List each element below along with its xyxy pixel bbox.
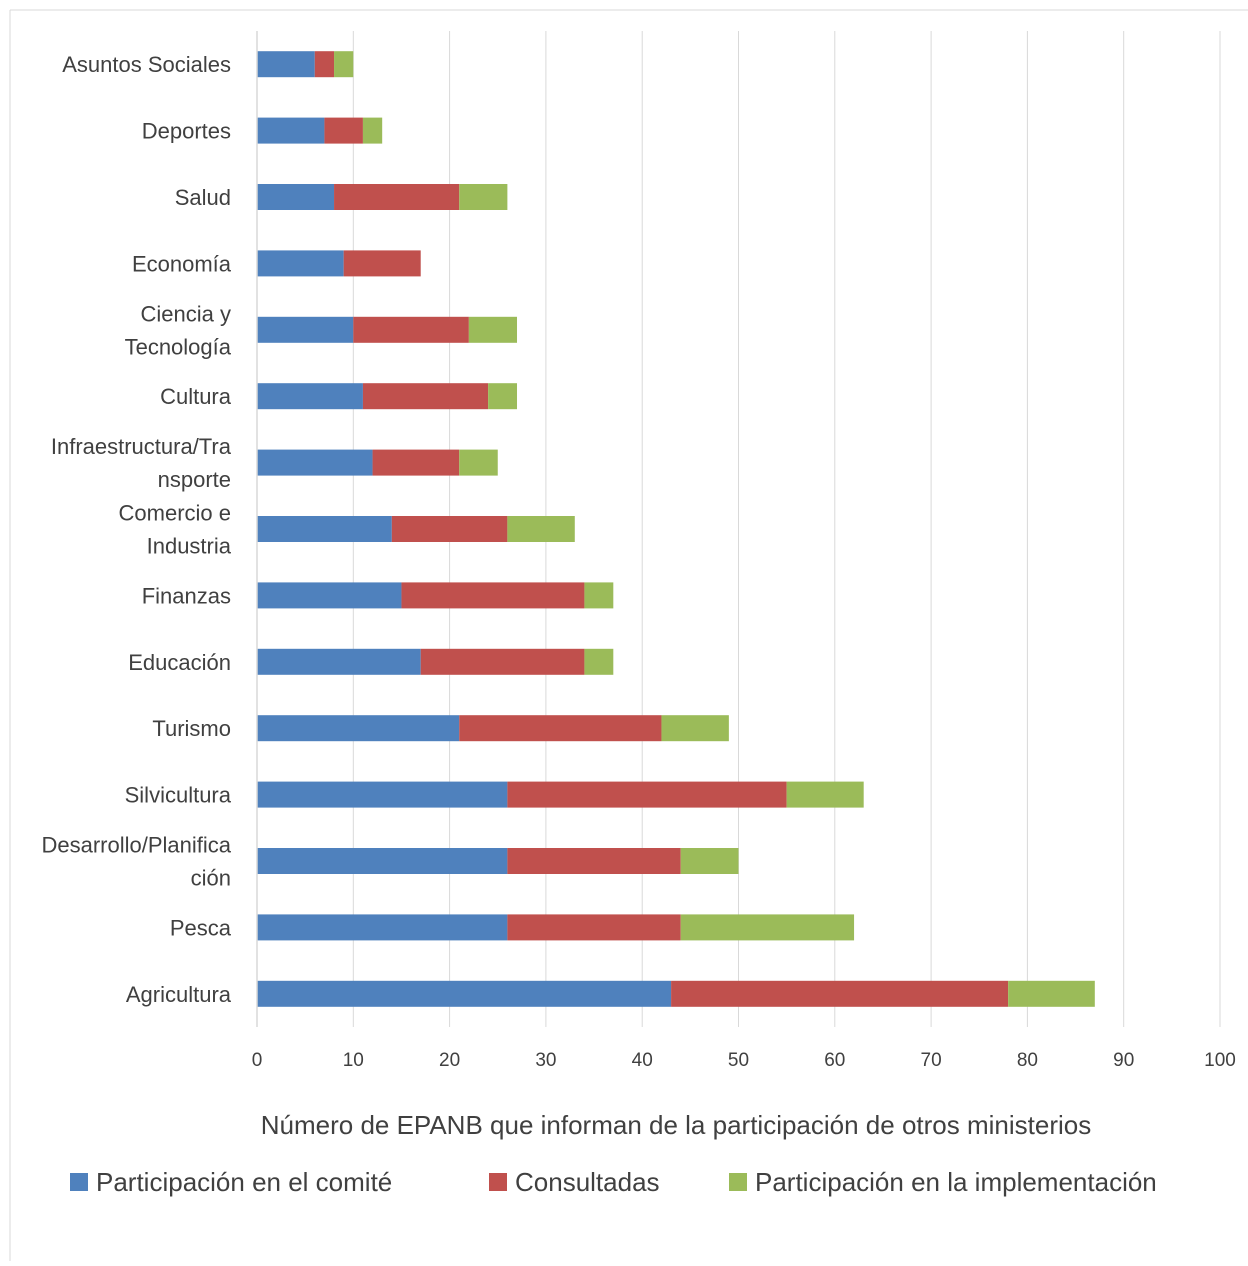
bar-segment: [680, 848, 739, 874]
bar-segment: [334, 51, 354, 78]
bar-segment: [401, 582, 585, 609]
bar-segment: [257, 316, 354, 343]
bar-segment: [459, 449, 498, 476]
bar-segment: [507, 914, 681, 941]
x-tick-label: 40: [632, 1050, 653, 1071]
bar-segment: [671, 980, 1009, 1007]
legend-label: Participación en el comité: [96, 1167, 392, 1197]
category-label: Salud: [175, 185, 231, 210]
x-tick-label: 0: [252, 1050, 263, 1071]
bar-segment: [257, 715, 460, 742]
bar-segment: [257, 449, 373, 476]
x-tick-label: 50: [728, 1050, 749, 1071]
x-tick-label: 10: [343, 1050, 364, 1071]
bar-segment: [257, 914, 508, 941]
legend-label: Consultadas: [515, 1167, 660, 1197]
x-tick-label: 80: [1017, 1050, 1038, 1071]
bar-segment: [353, 316, 469, 343]
category-label: Silvicultura: [125, 783, 232, 808]
bar-segment: [1008, 980, 1095, 1007]
bar-segment: [334, 184, 460, 210]
bar-segment: [507, 848, 681, 874]
category-label: Asuntos Sociales: [62, 52, 231, 77]
category-label: Ciencia y: [141, 301, 231, 326]
bar-segment: [488, 383, 518, 410]
bar-segment: [343, 250, 421, 277]
category-label: Economía: [132, 251, 232, 276]
bar-segment: [257, 184, 335, 210]
bar-segment: [257, 516, 392, 542]
bar-segment: [257, 117, 325, 144]
bar-segment: [372, 449, 460, 476]
bar-segment: [786, 781, 864, 808]
bar-segment: [257, 383, 363, 410]
x-tick-label: 60: [824, 1050, 845, 1071]
bar-segment: [257, 250, 344, 277]
bar-segment: [459, 184, 508, 210]
bar-segment: [468, 316, 518, 343]
bar-segment: [680, 914, 855, 941]
bar-segment: [257, 848, 508, 874]
legend: Participación en el comité Consultadas Par…: [70, 1167, 1157, 1197]
category-label: Educación: [128, 650, 231, 675]
bar-segment: [391, 516, 508, 542]
category-label: ción: [191, 866, 231, 891]
x-tick-label: 20: [439, 1050, 460, 1071]
x-tick-label: 100: [1204, 1050, 1236, 1071]
bar-segment: [584, 648, 614, 675]
category-label: Industria: [147, 534, 232, 559]
legend-label: Participación en la implementación: [755, 1167, 1157, 1197]
bar-segment: [257, 582, 402, 609]
bar-segment: [324, 117, 363, 144]
category-label: Turismo: [152, 716, 231, 741]
category-label: nsporte: [158, 467, 231, 492]
category-label: Pesca: [170, 915, 232, 940]
bar-segment: [459, 715, 662, 742]
bar-segment: [507, 781, 787, 808]
category-label: Cultura: [160, 384, 232, 409]
x-tick-label: 90: [1113, 1050, 1134, 1071]
bar-segment: [257, 51, 315, 78]
labels: 0 10 20 30 40 50 60 70 80 90 100 Asuntos Sociales De…: [41, 52, 1235, 1071]
category-label: Deportes: [142, 119, 231, 144]
legend-swatch: [489, 1173, 507, 1191]
bar-segment: [420, 648, 585, 675]
category-label: Comercio e: [119, 501, 231, 526]
bar-segment: [257, 648, 421, 675]
legend-swatch: [729, 1173, 747, 1191]
bar-segment: [362, 117, 383, 144]
bar-segment: [507, 516, 575, 542]
x-axis-title: Número de EPANB que informan de la parti…: [261, 1110, 1091, 1140]
legend-swatch: [70, 1173, 88, 1191]
category-label: Finanzas: [142, 583, 231, 608]
bars: [257, 51, 1095, 1007]
bar-segment: [257, 980, 672, 1007]
x-tick-label: 70: [921, 1050, 942, 1071]
category-label: Desarrollo/Planifica: [41, 833, 231, 858]
bar-segment: [257, 781, 508, 808]
category-label: Infraestructura/Tra: [51, 434, 232, 459]
x-tick-label: 30: [535, 1050, 556, 1071]
category-label: Agricultura: [126, 982, 232, 1007]
bar-segment: [314, 51, 335, 78]
bar-segment: [362, 383, 489, 410]
bar-segment: [584, 582, 614, 609]
bar-segment: [661, 715, 729, 742]
category-label: Tecnología: [125, 334, 232, 359]
